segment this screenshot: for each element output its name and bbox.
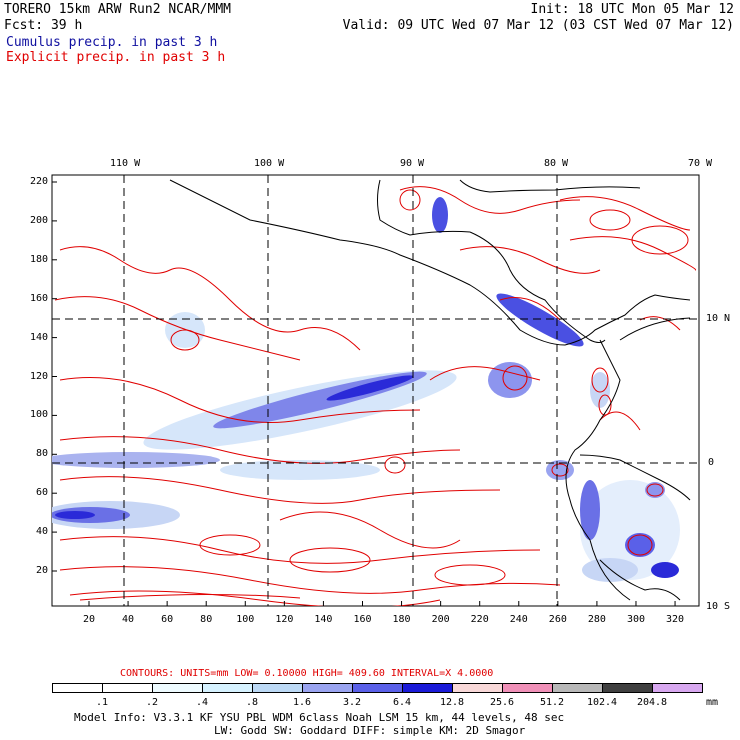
colorbar-cell <box>352 683 403 693</box>
x-tick-label: 320 <box>666 614 685 625</box>
colorbar-cell <box>152 683 203 693</box>
x-tick-label: 60 <box>161 614 174 625</box>
colorbar-cell <box>252 683 303 693</box>
y-tick-label: 140 <box>29 331 48 343</box>
y-tick-label: 120 <box>29 370 48 382</box>
x-tick-label: 80 <box>200 614 213 625</box>
forecast-hour: Fcst: 39 h <box>4 18 83 33</box>
lon-label-100w: 100 W <box>254 158 285 169</box>
physics-info: LW: Godd SW: Goddard DIFF: simple KM: 2D… <box>214 724 526 737</box>
colorbar-label: .4 <box>195 697 209 708</box>
x-tick-label: 100 <box>236 614 255 625</box>
init-time: Init: 18 UTC Mon 05 Mar 12 <box>530 2 735 17</box>
colorbar-cell <box>202 683 253 693</box>
x-tick-label: 40 <box>122 614 135 625</box>
coastlines <box>169 179 691 601</box>
lon-label-70w: 70 W <box>688 158 713 169</box>
colorbar-label: .8 <box>245 697 259 708</box>
colorbar-label: 25.6 <box>489 697 515 708</box>
colorbar-label: .2 <box>145 697 159 708</box>
lat-label-0: 0 <box>708 457 715 468</box>
y-tick-label: 100 <box>29 409 48 421</box>
explicit-precip-contours <box>54 186 697 606</box>
y-tick-label: 40 <box>35 526 48 538</box>
colorbar-cell <box>302 683 353 693</box>
colorbar-label: 102.4 <box>586 697 618 708</box>
x-tick-label: 160 <box>353 614 372 625</box>
colorbar-label: 3.2 <box>342 697 362 708</box>
colorbar-cell <box>402 683 453 693</box>
valid-time: Valid: 09 UTC Wed 07 Mar 12 (03 CST Wed … <box>342 18 734 33</box>
precip-shading <box>52 197 680 582</box>
colorbar-label: 51.2 <box>539 697 565 708</box>
colorbar-label: 204.8 <box>636 697 668 708</box>
x-tick-label: 120 <box>275 614 294 625</box>
y-tick-label: 60 <box>35 487 48 499</box>
colorbar-cell <box>552 683 603 693</box>
colorbar-label: 12.8 <box>439 697 465 708</box>
y-tick-label: 80 <box>35 448 48 460</box>
colorbar-cell <box>602 683 653 693</box>
lat-label-10s: 10 S <box>706 601 731 612</box>
lon-label-80w: 80 W <box>544 158 569 169</box>
colorbar-cell <box>652 683 703 693</box>
lon-label-110w: 110 W <box>110 158 141 169</box>
lon-label-90w: 90 W <box>400 158 425 169</box>
contour-info: CONTOURS: UNITS=mm LOW= 0.10000 HIGH= 40… <box>120 668 494 679</box>
x-tick-label: 180 <box>392 614 411 625</box>
y-tick-label: 220 <box>29 176 48 187</box>
x-tick-label: 240 <box>509 614 528 625</box>
colorbar-cell <box>102 683 153 693</box>
axis-ticks <box>52 181 676 606</box>
colorbar-cell <box>502 683 553 693</box>
x-tick-label: 300 <box>626 614 645 625</box>
y-tick-label: 200 <box>29 214 48 226</box>
x-tick-label: 220 <box>470 614 489 625</box>
lat-lon-grid <box>52 175 699 606</box>
x-tick-label: 280 <box>587 614 606 625</box>
model-title: TORERO 15km ARW Run2 NCAR/MMM <box>4 2 231 17</box>
y-tick-label: 20 <box>35 565 48 576</box>
colorbar-cell <box>452 683 503 693</box>
colorbar-label: 6.4 <box>392 697 412 708</box>
colorbar-label: 1.6 <box>292 697 312 708</box>
x-tick-label: 260 <box>548 614 567 625</box>
colorbar-cell <box>52 683 103 693</box>
colorbar-label: .1 <box>95 697 109 708</box>
colorbar-units: mm <box>706 697 719 708</box>
x-tick-label: 20 <box>82 614 96 625</box>
y-tick-label: 160 <box>29 292 48 304</box>
y-tick-label: 180 <box>29 253 48 265</box>
cumulus-label: Cumulus precip. in past 3 h <box>6 35 218 50</box>
x-tick-label: 200 <box>431 614 450 625</box>
lat-label-10n: 10 N <box>706 313 731 324</box>
explicit-label: Explicit precip. in past 3 h <box>6 50 226 65</box>
x-tick-label: 140 <box>314 614 333 625</box>
model-info: Model Info: V3.3.1 KF YSU PBL WDM 6class… <box>74 711 565 724</box>
